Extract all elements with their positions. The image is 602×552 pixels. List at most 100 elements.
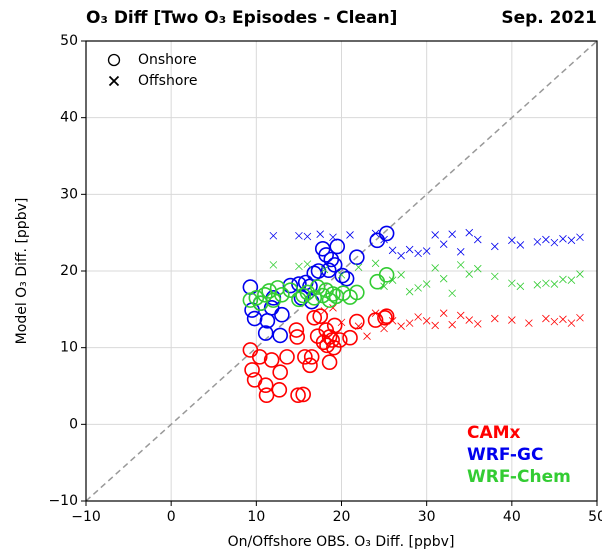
onshore-point <box>324 332 340 348</box>
legend-label: Offshore <box>138 73 197 89</box>
offshore-point <box>508 279 516 288</box>
offshore-point <box>542 235 550 244</box>
one-to-one-line <box>85 40 598 502</box>
x-tick-label: 20 <box>333 509 351 525</box>
offshore-point <box>320 265 329 274</box>
offshore-point <box>397 322 405 330</box>
plot-frame <box>85 40 598 502</box>
offshore-point <box>542 314 550 323</box>
onshore-point <box>326 257 343 273</box>
y-axis-label: Model O₃ Diff. [ppbv] <box>14 198 30 345</box>
offshore-point <box>491 242 499 251</box>
onshore-point <box>378 225 395 242</box>
offshore-point <box>559 275 567 284</box>
onshore-point <box>302 357 318 374</box>
onshore-point <box>289 329 306 345</box>
onshore-point <box>279 349 295 365</box>
offshore-point <box>559 235 567 243</box>
legend-marker <box>107 53 121 67</box>
onshore-point <box>295 386 311 403</box>
offshore-point <box>465 270 474 278</box>
x-tick-label: 30 <box>418 509 436 525</box>
offshore-point <box>456 248 465 256</box>
offshore-point <box>439 309 448 317</box>
onshore-point <box>251 349 268 365</box>
offshore-point <box>295 262 303 271</box>
offshore-point <box>550 280 559 288</box>
onshore-point <box>320 262 337 279</box>
y-tick-label: 40 <box>60 110 78 126</box>
onshore-point <box>293 290 310 306</box>
onshore-point <box>325 286 341 302</box>
legend-label: CAMx <box>467 423 521 443</box>
offshore-point <box>525 319 533 327</box>
onshore-point <box>297 349 313 365</box>
onshore-point <box>244 362 260 378</box>
onshore-point <box>272 364 288 381</box>
offshore-point <box>448 289 456 298</box>
onshore-point <box>318 247 334 263</box>
offshore-point <box>380 324 388 333</box>
onshore-point <box>248 290 265 306</box>
offshore-point <box>576 233 584 242</box>
plot-area <box>242 225 584 404</box>
offshore-point <box>422 280 431 288</box>
offshore-point <box>269 261 278 269</box>
offshore-point <box>346 231 354 239</box>
onshore-point <box>369 273 386 290</box>
onshore-point <box>246 310 263 327</box>
onshore-point <box>272 327 288 344</box>
offshore-point <box>465 316 474 324</box>
offshore-point <box>439 274 448 283</box>
onshore-point <box>338 270 355 287</box>
offshore-point <box>576 313 584 322</box>
onshore-point <box>246 372 263 388</box>
onshore-point <box>309 279 326 295</box>
offshore-point <box>516 241 525 249</box>
offshore-point <box>431 264 439 272</box>
onshore-point <box>274 286 290 303</box>
onshore-point <box>378 308 395 325</box>
offshore-point <box>329 304 337 312</box>
offshore-point <box>380 282 388 291</box>
onshore-point <box>257 377 274 394</box>
offshore-point <box>567 236 576 245</box>
onshore-point <box>331 332 348 348</box>
offshore-point <box>337 271 346 279</box>
onshore-point <box>306 309 323 326</box>
offshore-point <box>397 251 405 260</box>
onshore-point <box>242 342 259 358</box>
onshore-point <box>257 286 273 303</box>
offshore-point <box>491 314 499 323</box>
offshore-point <box>354 263 363 271</box>
offshore-point <box>422 317 431 325</box>
onshore-point <box>378 267 395 283</box>
offshore-point <box>371 259 380 268</box>
offshore-point <box>269 231 278 240</box>
onshore-point <box>257 325 274 341</box>
offshore-point <box>473 264 482 273</box>
offshore-point <box>422 247 431 255</box>
onshore-point <box>319 337 335 354</box>
offshore-point <box>431 231 439 239</box>
offshore-point <box>295 231 303 240</box>
y-tick-label: 0 <box>69 416 78 432</box>
offshore-point <box>473 235 482 244</box>
onshore-point <box>334 267 351 284</box>
offshore-point <box>533 281 542 289</box>
x-tick-label: 10 <box>247 509 265 525</box>
offshore-point <box>303 260 312 268</box>
onshore-point <box>258 387 275 404</box>
offshore-point <box>542 279 550 288</box>
offshore-point <box>508 316 516 324</box>
offshore-point <box>567 319 576 327</box>
offshore-point <box>431 321 439 330</box>
x-tick-label: 40 <box>503 509 521 525</box>
offshore-point <box>414 313 422 321</box>
onshore-point <box>321 354 338 371</box>
offshore-point <box>414 284 422 292</box>
onshore-point <box>263 352 280 368</box>
y-tick-label: 20 <box>60 263 78 279</box>
offshore-point <box>550 317 559 326</box>
